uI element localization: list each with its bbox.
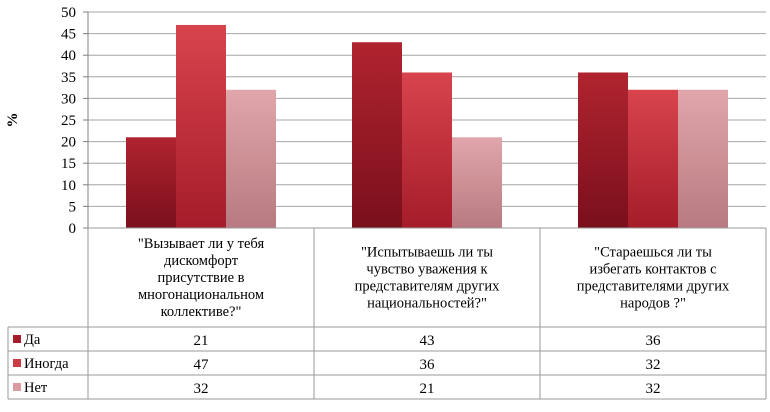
bar-3-1 [226, 89, 276, 228]
y-tick-label: 15 [61, 156, 76, 172]
bar-3-3 [678, 89, 728, 228]
y-tick-label: 5 [69, 199, 77, 215]
y-tick-label: 50 [61, 5, 76, 21]
y-tick-label: 45 [61, 27, 76, 43]
data-label: 43 [420, 333, 435, 349]
category-label-line: представителями других [577, 279, 730, 295]
category-label-line: народов ?" [620, 296, 686, 312]
bar-2-2 [402, 72, 452, 228]
category-label-line: национальностей?" [367, 296, 487, 312]
category-label-line: представителям других [355, 279, 500, 295]
data-label: 47 [194, 357, 210, 373]
legend-key-1 [13, 335, 21, 343]
legend-label: Да [24, 332, 41, 348]
y-tick-label: 10 [61, 178, 76, 194]
category-label-line: присутствие в [157, 270, 244, 286]
y-tick-label: 25 [61, 113, 76, 129]
data-label: 36 [646, 333, 662, 349]
category-label-line: многонациональном [138, 287, 264, 303]
category-label-line: "Испытываешь ли ты [361, 245, 493, 261]
category-label-line: коллективе?" [161, 304, 242, 320]
y-axis-label: % [5, 113, 21, 128]
y-tick-label: 20 [61, 135, 76, 151]
y-axis: 0 5 10 15 20 25 30 35 40 45 50% [5, 5, 89, 237]
bar-1-1 [126, 137, 176, 228]
data-label: 36 [420, 357, 436, 373]
bar-2-1 [176, 24, 226, 229]
y-tick-label: 30 [61, 91, 76, 107]
category-label-line: "Вызывает ли у тебя [138, 236, 265, 252]
data-table: "Вызывает ли у тебя дискомфорт присутствие… [7, 227, 767, 400]
y-tick-label: 35 [61, 70, 76, 86]
data-label: 32 [646, 357, 661, 373]
category-label: "Вызывает ли у тебя дискомфорт присутствие… [138, 236, 265, 320]
data-label: 21 [194, 333, 209, 349]
legend-label: Иногда [24, 356, 69, 372]
bar-1-3 [578, 72, 628, 228]
bar-1-2 [352, 42, 402, 228]
legend-label: Нет [24, 380, 48, 396]
category-label-line: избегать контактов с [589, 262, 716, 278]
legend-key-3 [13, 383, 21, 391]
bars [126, 24, 728, 229]
category-label-line: "Стараешься ли ты [594, 245, 712, 261]
category-label-line: дискомфорт [164, 253, 239, 269]
data-label: 32 [194, 381, 209, 397]
category-label: "Стараешься ли ты избегать контактов с пре… [577, 245, 730, 312]
legend-key-2 [13, 359, 21, 367]
bar-2-3 [628, 89, 678, 228]
category-label: "Испытываешь ли ты чувство уважения к пред… [355, 245, 500, 312]
y-tick-label: 0 [69, 221, 77, 237]
y-tick-label: 40 [61, 48, 76, 64]
data-label: 21 [420, 381, 435, 397]
data-label: 32 [646, 381, 661, 397]
bar-3-2 [452, 137, 502, 228]
category-label-line: чувство уважения к [366, 262, 488, 278]
